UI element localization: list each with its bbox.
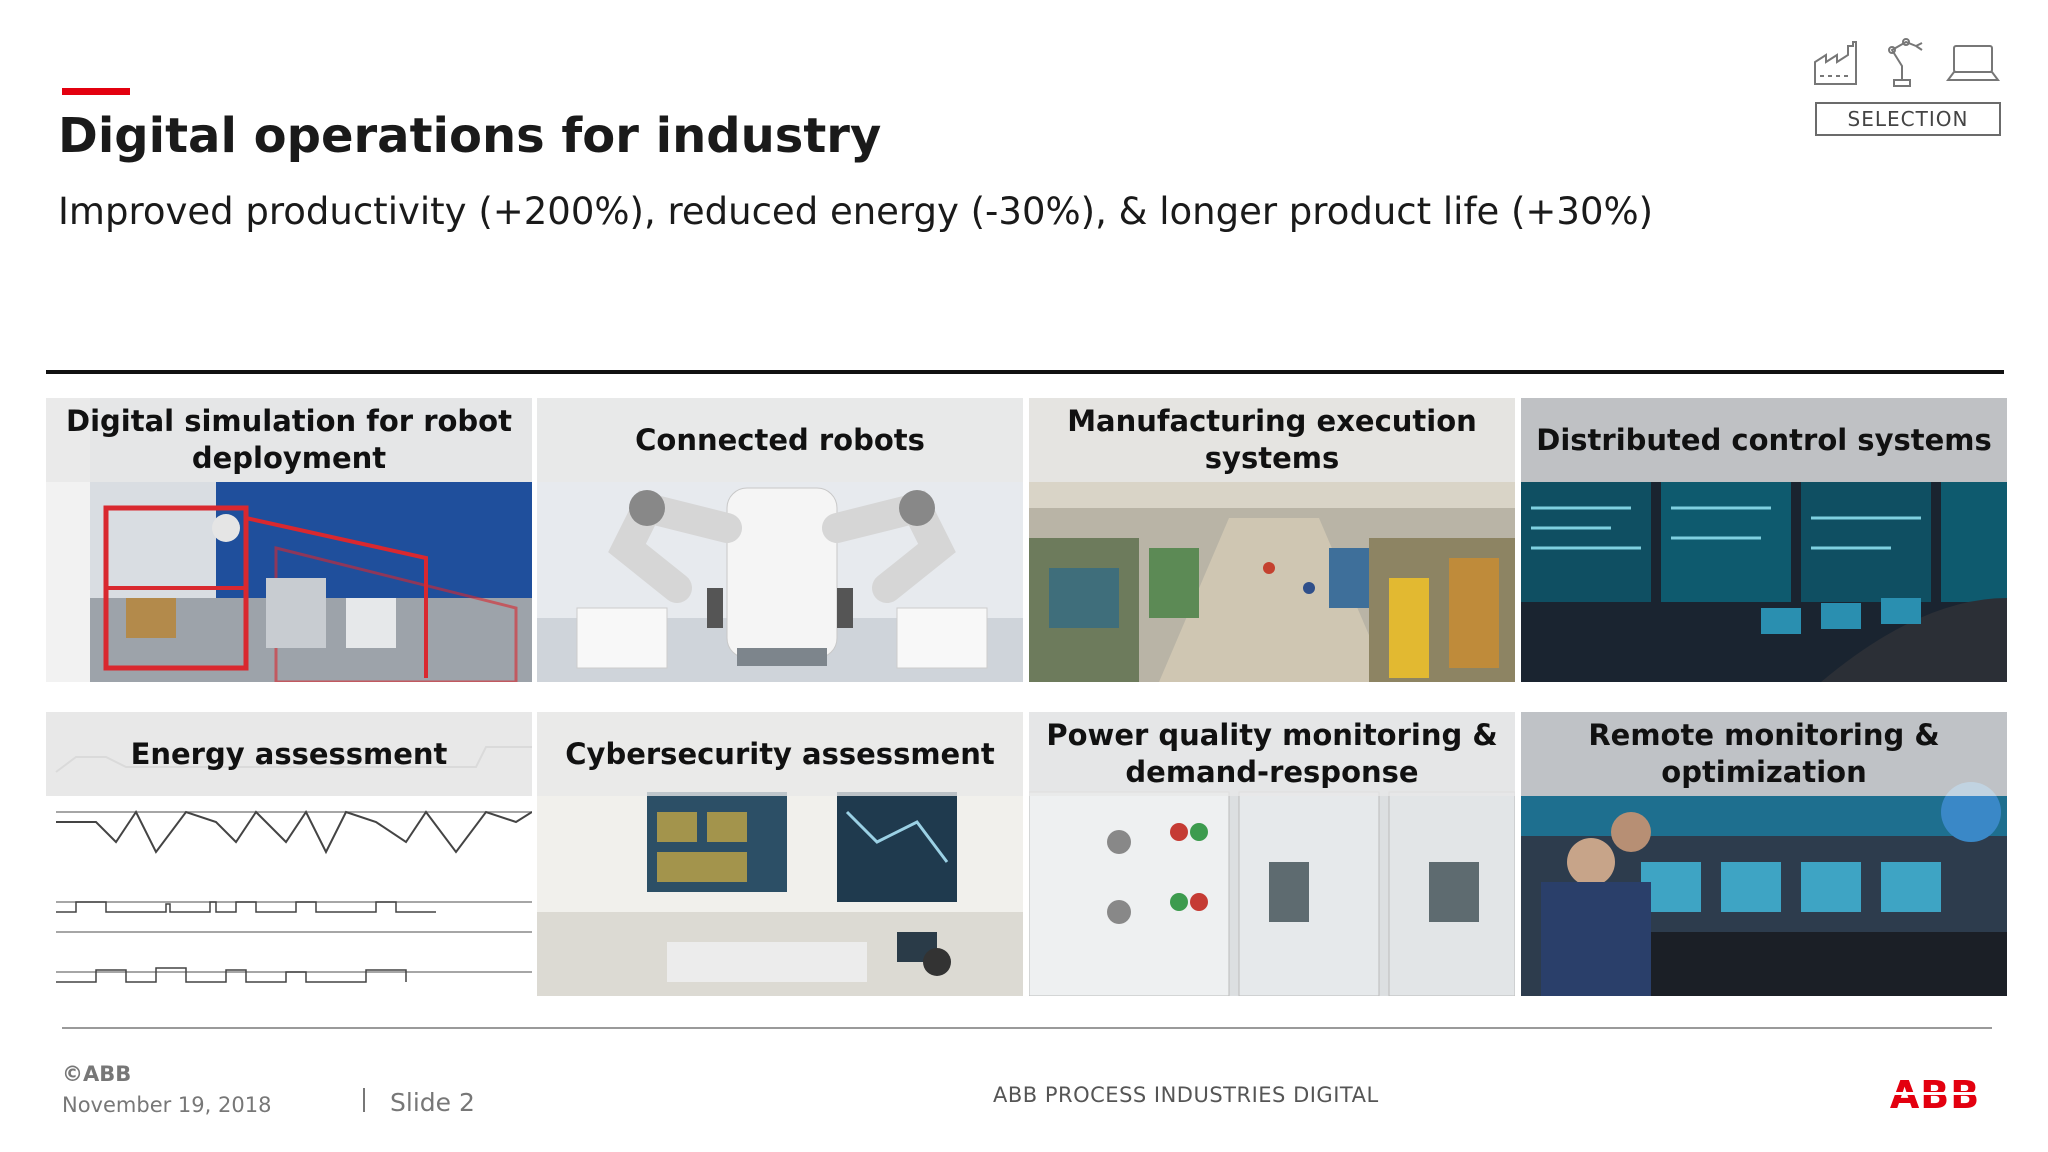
tile-energy-assessment[interactable]: Energy assessment xyxy=(46,712,532,996)
tile-manufacturing-execution[interactable]: Manufacturing execution systems xyxy=(1029,398,1515,682)
laptop-icon[interactable] xyxy=(1946,36,2000,88)
tile-connected-robots[interactable]: Connected robots xyxy=(537,398,1023,682)
top-divider xyxy=(46,370,2004,374)
selection-icons xyxy=(1812,36,2002,92)
tile-power-quality[interactable]: Power quality monitoring & demand-respon… xyxy=(1029,712,1515,996)
footer-title: ABB PROCESS INDUSTRIES DIGITAL xyxy=(993,1083,1379,1107)
tile-label-band: Connected robots xyxy=(537,398,1023,482)
abb-logo: ABB xyxy=(1878,1076,1992,1112)
tile-label-band: Cybersecurity assessment xyxy=(537,712,1023,796)
accent-bar xyxy=(62,88,130,95)
page-title: Digital operations for industry xyxy=(58,108,882,164)
bottom-divider xyxy=(62,1027,1992,1029)
tile-label: Cybersecurity assessment xyxy=(565,736,995,771)
robot-simulation-image xyxy=(46,398,532,682)
cyber-room-image xyxy=(537,712,1023,996)
factory-icon[interactable] xyxy=(1812,36,1864,88)
tile-label: Connected robots xyxy=(635,422,925,457)
tile-distributed-control[interactable]: Distributed control systems xyxy=(1521,398,2007,682)
page-subtitle: Improved productivity (+200%), reduced e… xyxy=(58,190,1654,233)
tile-label: Power quality monitoring & demand-respon… xyxy=(1046,718,1498,789)
copyright: ©ABB xyxy=(62,1062,132,1086)
slide-number: Slide 2 xyxy=(390,1088,475,1117)
tile-label: Remote monitoring & optimization xyxy=(1588,718,1940,789)
footer-separator xyxy=(363,1088,365,1112)
tile-label: Manufacturing execution systems xyxy=(1067,404,1477,475)
tile-remote-monitoring[interactable]: Remote monitoring & optimization xyxy=(1521,712,2007,996)
tile-label: Digital simulation for robot deployment xyxy=(66,404,512,475)
footer-date: November 19, 2018 xyxy=(62,1093,272,1117)
tile-label-band: Power quality monitoring & demand-respon… xyxy=(1029,712,1515,796)
selection-label[interactable]: SELECTION xyxy=(1815,102,2001,136)
tile-label-band: Distributed control systems xyxy=(1521,398,2007,482)
tile-label-band: Remote monitoring & optimization xyxy=(1521,712,2007,796)
tile-label-band: Energy assessment xyxy=(46,712,532,796)
tile-label: Energy assessment xyxy=(130,736,448,771)
tile-digital-simulation[interactable]: Digital simulation for robot deployment xyxy=(46,398,532,682)
tile-label: Distributed control systems xyxy=(1536,422,1992,457)
robot-arm-icon[interactable] xyxy=(1882,36,1930,88)
tile-label-band: Digital simulation for robot deployment xyxy=(46,398,532,482)
tile-cybersecurity-assessment[interactable]: Cybersecurity assessment xyxy=(537,712,1023,996)
tile-label-band: Manufacturing execution systems xyxy=(1029,398,1515,482)
